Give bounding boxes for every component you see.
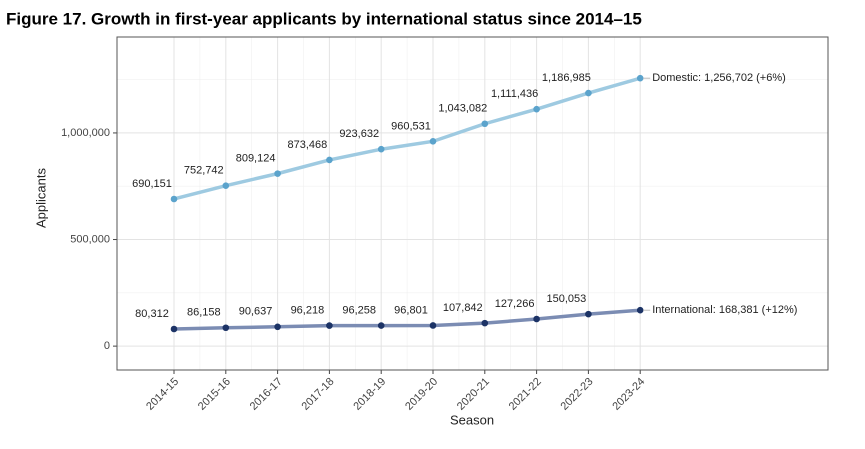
series-line xyxy=(173,76,641,201)
x-tick-label: 2020-21 xyxy=(455,376,492,413)
data-label: 86,158 xyxy=(187,307,221,319)
data-point xyxy=(326,322,333,329)
data-point xyxy=(429,322,437,329)
data-point xyxy=(429,138,437,145)
x-tick-label: 2017-18 xyxy=(300,376,337,413)
data-point xyxy=(481,120,489,128)
x-tick-label: 2022-23 xyxy=(559,376,596,413)
plot-border xyxy=(116,36,829,371)
x-axis-title: Season xyxy=(450,412,494,427)
x-tick-label: 2014-15 xyxy=(144,376,181,413)
data-label: 96,218 xyxy=(291,305,325,317)
data-label: 873,468 xyxy=(288,139,328,151)
x-tick-label: 2019-20 xyxy=(403,376,440,413)
data-point xyxy=(533,315,540,323)
y-axis-title: Applicants xyxy=(33,168,48,228)
series-line xyxy=(173,308,641,331)
data-label: 90,637 xyxy=(239,306,273,318)
data-label: 96,258 xyxy=(342,305,376,317)
end-label: International: 168,381 (+12%) xyxy=(652,304,797,316)
y-tick-label: 500,000 xyxy=(70,233,110,245)
x-tick-label: 2015-16 xyxy=(196,376,233,413)
data-label: 960,531 xyxy=(391,120,431,132)
x-tick-label: 2018-19 xyxy=(351,376,388,413)
data-point xyxy=(326,156,333,164)
x-tick-label: 2021-22 xyxy=(507,376,544,413)
data-label: 80,312 xyxy=(135,308,169,320)
data-label: 809,124 xyxy=(236,153,276,165)
data-label: 690,151 xyxy=(132,178,172,190)
data-label: 96,801 xyxy=(394,304,428,316)
x-tick-label: 2016-17 xyxy=(248,376,285,413)
data-point xyxy=(170,195,178,203)
y-tick-label: 0 xyxy=(104,340,110,352)
data-point xyxy=(636,306,644,314)
data-point xyxy=(533,105,540,113)
data-label: 150,053 xyxy=(547,293,587,305)
data-point xyxy=(481,319,489,327)
data-point xyxy=(170,325,178,333)
x-tick-label: 2023-24 xyxy=(610,376,647,413)
data-point xyxy=(274,170,281,177)
end-label: Domestic: 1,256,702 (+6%) xyxy=(652,72,786,84)
chart-title: Figure 17. Growth in first-year applican… xyxy=(6,9,642,28)
data-label: 107,842 xyxy=(443,302,483,314)
data-point xyxy=(377,322,385,329)
y-tick-label: 1,000,000 xyxy=(61,127,110,139)
data-point xyxy=(585,89,592,97)
data-point xyxy=(377,145,385,153)
data-point xyxy=(222,324,230,332)
data-label: 1,043,082 xyxy=(438,103,487,115)
data-label: 1,186,985 xyxy=(542,72,591,84)
data-label: 1,111,436 xyxy=(491,88,538,100)
data-point xyxy=(222,182,230,189)
data-point xyxy=(274,323,281,331)
data-label: 127,266 xyxy=(495,298,535,310)
data-label: 923,632 xyxy=(339,128,379,140)
data-point xyxy=(636,74,644,82)
data-point xyxy=(585,310,592,318)
data-label: 752,742 xyxy=(184,165,224,177)
